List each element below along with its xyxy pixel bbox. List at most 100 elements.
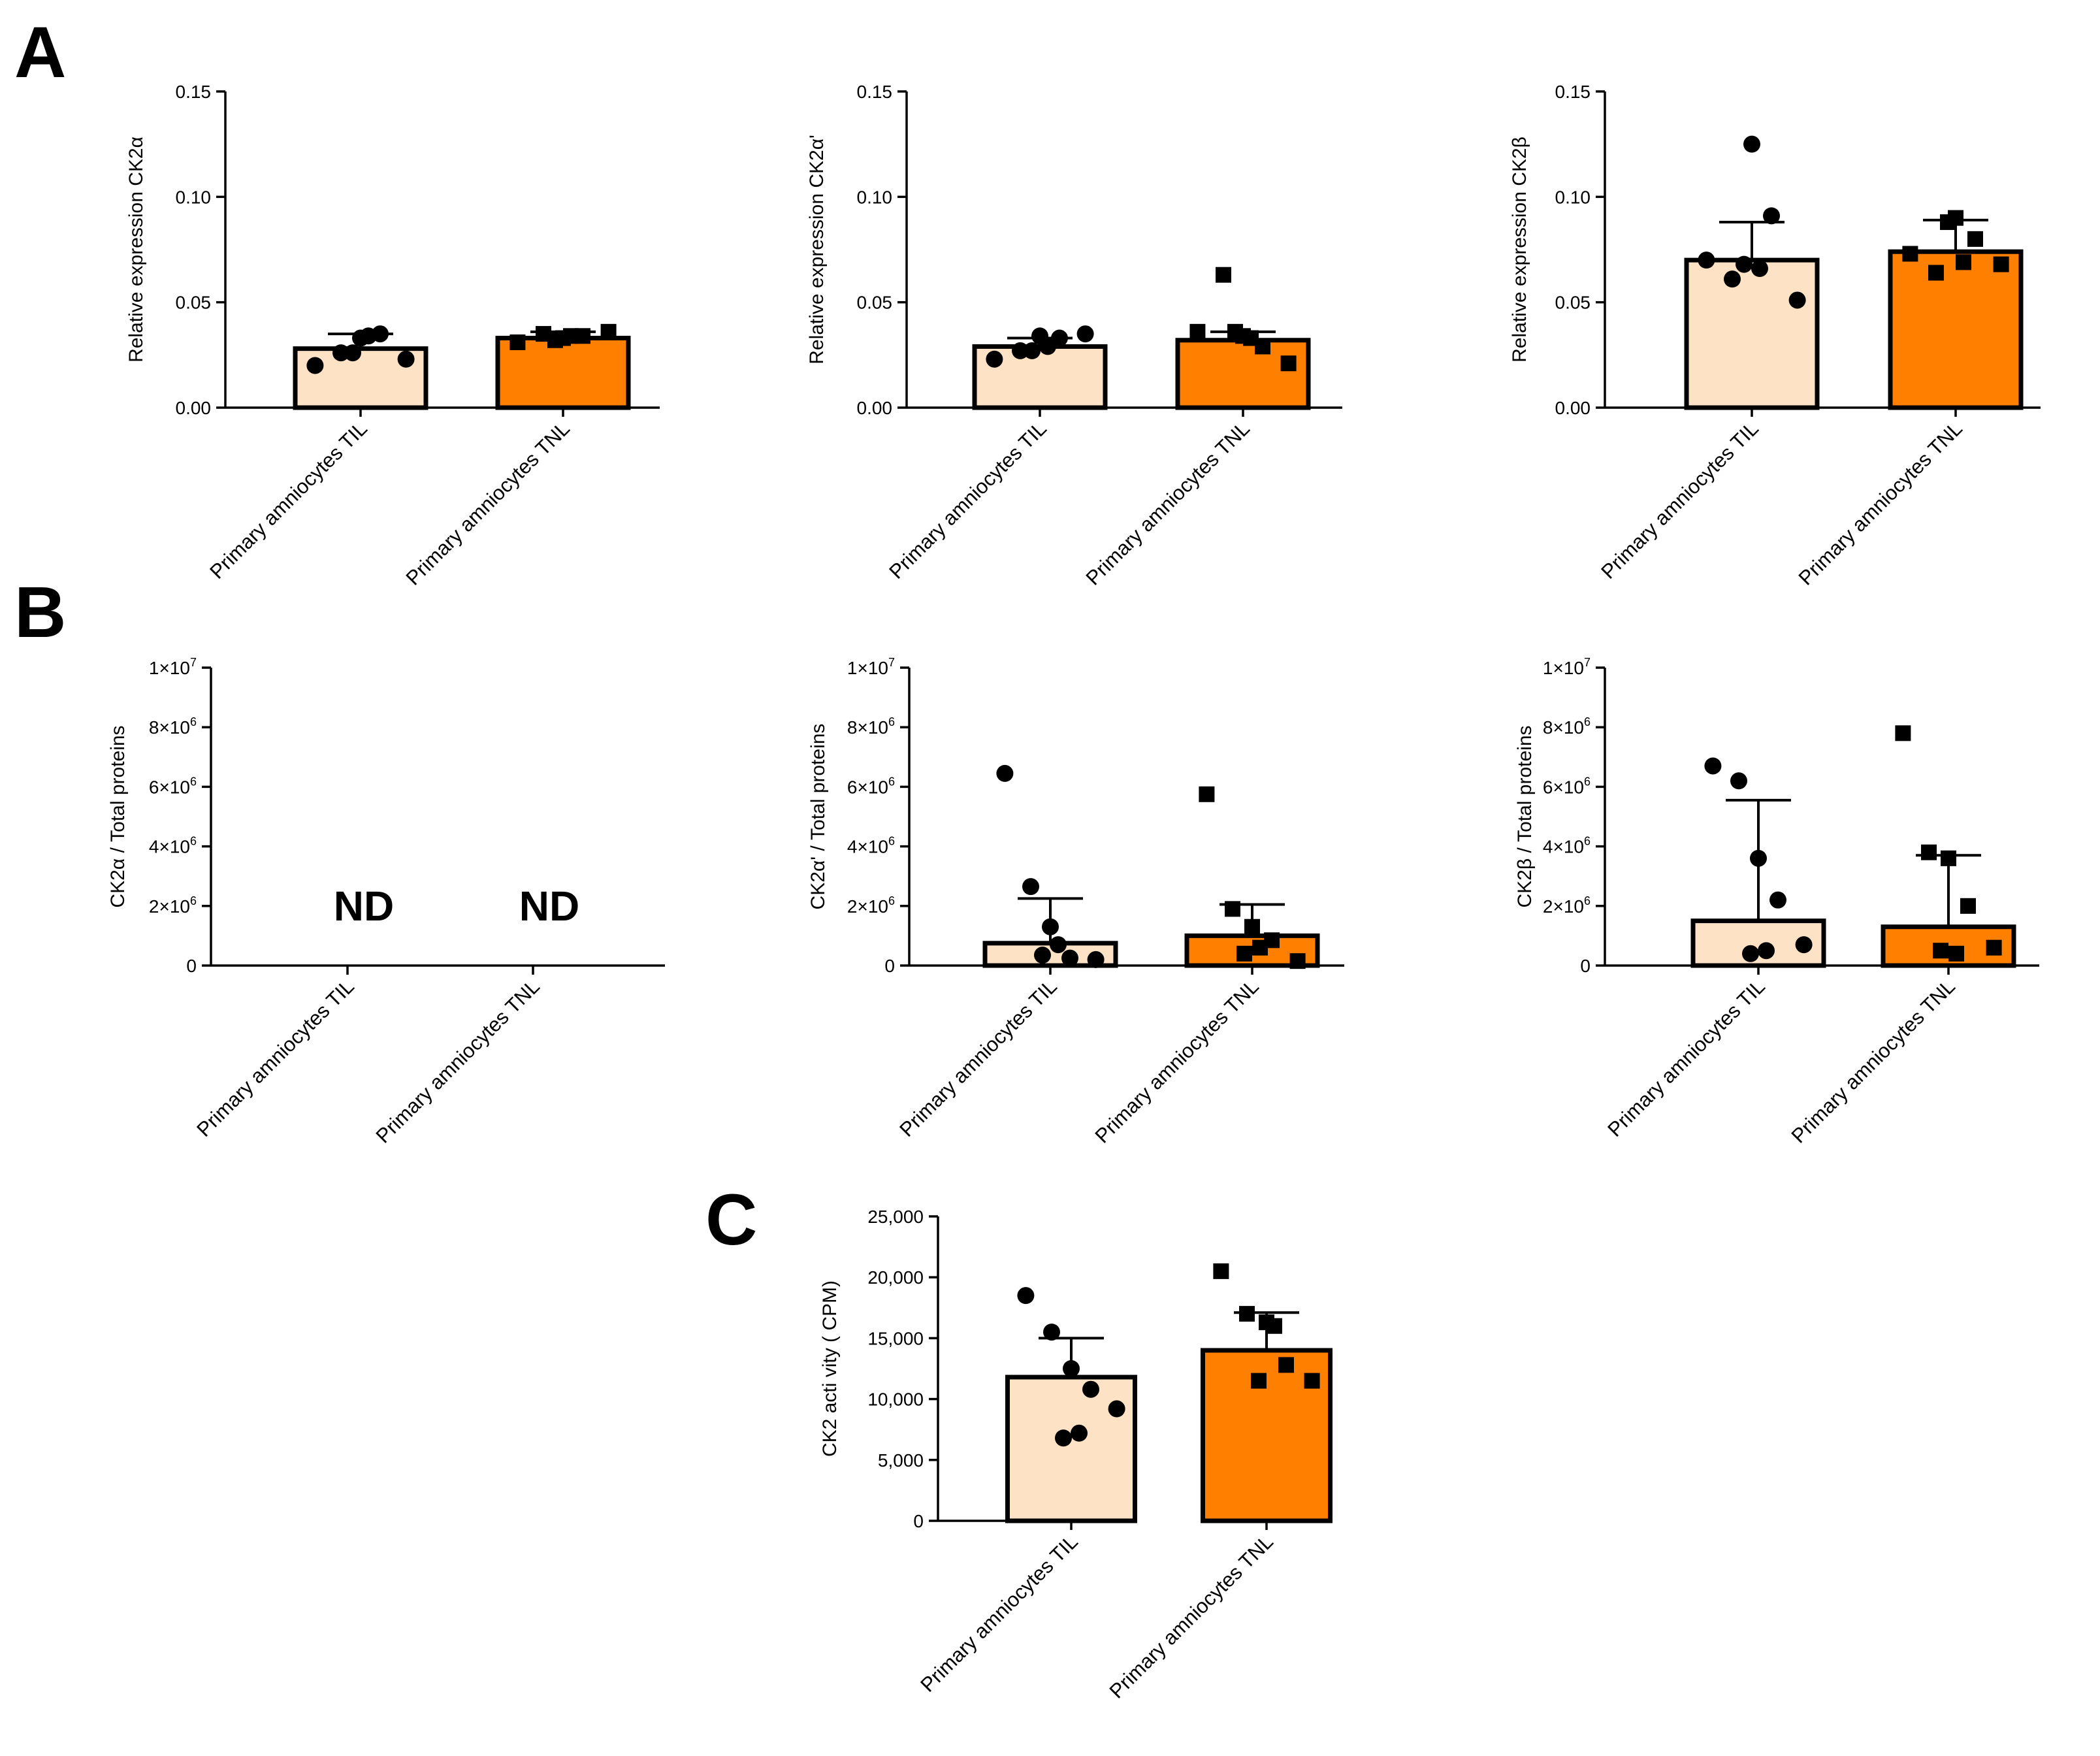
category-label: Primary amniocytes TIL [916,1530,1082,1697]
y-tick-label: 0 [913,1511,924,1531]
y-tick-label: 0.05 [1555,293,1591,313]
y-tick-label: 4×106 [1543,835,1591,857]
data-point [1244,919,1260,935]
charts-layer: 0.00 0.05 0.10 0.15 Relative expression CK2α… [107,82,2041,1703]
y-tick-label: 8×106 [149,715,197,738]
data-point [1724,270,1741,288]
nd-label: ND [334,883,394,930]
bar [1684,257,1820,410]
data-point [1239,1306,1255,1322]
data-point [1108,1400,1125,1418]
data-point [1267,1318,1282,1334]
data-point [1063,1360,1080,1377]
y-axis-title: Relative expression CK2α' [806,135,828,365]
data-point [1039,338,1056,355]
data-point [563,328,579,344]
y-tick-label: 8×106 [1543,715,1591,738]
data-point [509,334,526,350]
y-tick-label: 0.05 [857,293,893,313]
category-label: Primary amniocytes TNL [1105,1530,1278,1702]
y-tick-label: 2×106 [1543,894,1591,917]
y-tick-label: 0.00 [857,398,893,418]
data-point [1050,936,1067,954]
category-label: Primary amniocytes TIL [205,417,372,583]
y-tick-label: 25,000 [867,1207,924,1227]
y-tick-label: 10,000 [867,1390,924,1410]
data-point [397,350,415,368]
data-point [1227,323,1243,340]
y-tick-label: 0.10 [176,187,212,207]
data-point [1082,1380,1099,1398]
y-tick-label: 0.15 [857,82,893,102]
data-point [1750,849,1767,867]
data-point [1921,844,1937,860]
y-tick-label: 1×107 [1543,656,1591,678]
y-tick-label: 2×106 [847,894,895,917]
chart-b3: 0 2×106 4×106 6×106 8×106 1×107 CK2β / Total p… [1514,656,2039,1148]
y-axis-title: Relative expression CK2α [125,137,147,363]
data-point [1742,945,1759,962]
y-tick-label: 5,000 [878,1450,924,1471]
y-tick-label: 2×106 [149,894,197,917]
y-tick-label: 0.10 [857,187,893,207]
data-point [1189,323,1206,340]
y-axis-title: Relative expression CK2β [1509,137,1530,363]
chart-a2: 0.00 0.05 0.10 0.15 Relative expression CK2α… [806,82,1342,590]
data-point [1076,325,1094,343]
y-tick-label: 0 [1580,956,1591,976]
data-point [1022,878,1039,896]
data-point [1243,330,1259,346]
y-tick-label: 4×106 [149,835,197,857]
data-point [1993,256,2009,272]
category-label: Primary amniocytes TIL [1603,975,1769,1141]
panel-letter-a: A [14,12,66,93]
y-tick-label: 20,000 [867,1267,924,1288]
category-label: Primary amniocytes TNL [402,417,574,589]
y-tick-label: 6×106 [847,775,895,797]
data-point [1960,898,1976,914]
category-label: Primary amniocytes TNL [1082,417,1254,589]
data-point [1225,901,1240,917]
data-point [1289,953,1306,969]
data-point [1895,725,1911,741]
bar [1175,338,1311,410]
data-point [1948,945,1964,962]
data-point [1051,329,1068,347]
data-point [1758,942,1775,960]
data-point [1087,951,1105,968]
data-point [1763,207,1780,225]
data-point [1278,1357,1294,1373]
nd-label: ND [519,883,579,930]
data-point [1743,135,1760,153]
y-tick-label: 0.00 [176,398,212,418]
data-point [1736,255,1753,273]
y-axis-title: CK2β / Total proteins [1514,725,1536,907]
y-tick-label: 0.10 [1555,187,1591,207]
y-tick-label: 8×106 [847,715,895,738]
chart-a1: 0.00 0.05 0.10 0.15 Relative expression CK2α… [125,82,660,590]
category-label: Primary amniocytes TIL [1596,417,1763,583]
bar [1005,1374,1137,1523]
data-point [1251,1373,1267,1389]
y-tick-label: 4×106 [847,835,895,857]
y-axis-title: CK2 acti vity ( CPM) [819,1280,841,1457]
y-tick-label: 6×106 [1543,775,1591,797]
data-point [1730,772,1747,790]
data-point [1788,291,1806,309]
data-point [1071,1424,1088,1442]
chart-b2: 0 2×106 4×106 6×106 8×106 1×107 CK2α' / Total … [807,656,1344,1148]
data-point [1043,1324,1060,1341]
category-label: Primary amniocytes TNL [1794,417,1967,589]
data-point [1042,918,1059,935]
y-tick-label: 0.00 [1555,398,1591,418]
data-point [1213,1263,1229,1279]
data-point [1751,260,1768,278]
data-point [1012,342,1029,359]
data-point [547,332,563,348]
data-point [360,327,377,345]
data-point [1698,252,1715,269]
data-point [1236,945,1252,962]
y-tick-label: 0 [884,956,895,976]
